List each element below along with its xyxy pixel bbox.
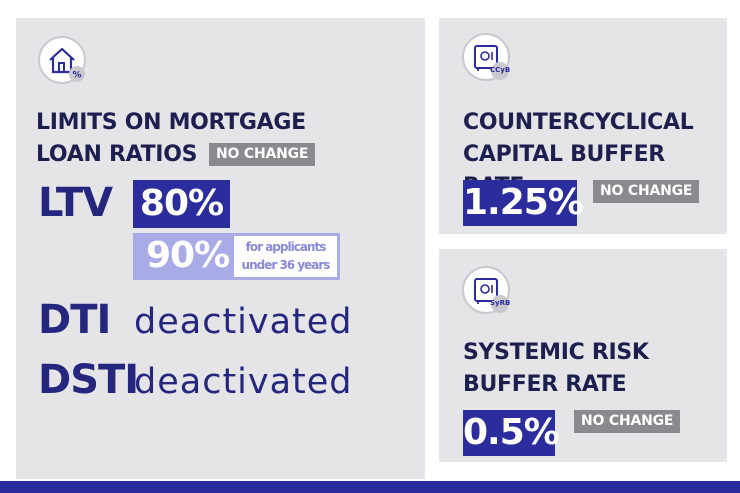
dsti-label: DSTI [38,357,139,403]
ccyb-value: 1.25% [463,180,584,226]
ltv-young-note-line1: for applicants [245,240,327,254]
syrb-status-badge: NO CHANGE [574,410,681,433]
syrb-panel: SyRB SYSTEMIC RISK BUFFER RATE 0.5% NO C… [439,249,727,462]
syrb-value: 0.5% [463,410,560,456]
house-percent-icon: % [38,36,86,84]
ccyb-heading-line1: COUNTERCYCLICAL [463,110,694,135]
syrb-icon-tag: SyRB [490,299,511,307]
bottom-accent-bar [0,481,740,493]
dti-label: DTI [38,297,111,343]
syrb-heading-line1: SYSTEMIC RISK [463,340,649,365]
ccyb-panel: CCyB COUNTERCYCLICAL CAPITAL BUFFER RATE… [439,18,727,234]
dti-status: deactivated [134,302,353,342]
ltv-young-note-line2: under 36 years [241,258,331,272]
ltv-young-box: 90% for applicants under 36 years [133,233,340,280]
ccyb-icon-tag: CCyB [490,66,511,74]
mortgage-heading-line1: LIMITS ON MORTGAGE [36,110,306,135]
mortgage-ratios-panel: % LIMITS ON MORTGAGE LOAN RATIOS NO CHAN… [16,18,425,479]
ltv-label: LTV [38,180,113,226]
mortgage-heading-line2: LOAN RATIOS [36,142,198,167]
svg-text:%: % [72,71,81,81]
syrb-heading-line2: BUFFER RATE [463,372,627,397]
dsti-status: deactivated [134,362,353,402]
ltv-young-value: 90% [146,235,230,276]
safe-icon: CCyB [462,33,510,81]
safe-icon: SyRB [462,266,510,314]
ccyb-status-badge: NO CHANGE [593,180,700,203]
mortgage-status-badge: NO CHANGE [209,143,316,166]
ltv-young-note: for applicants under 36 years [234,236,337,277]
ltv-value: 80% [133,180,230,228]
